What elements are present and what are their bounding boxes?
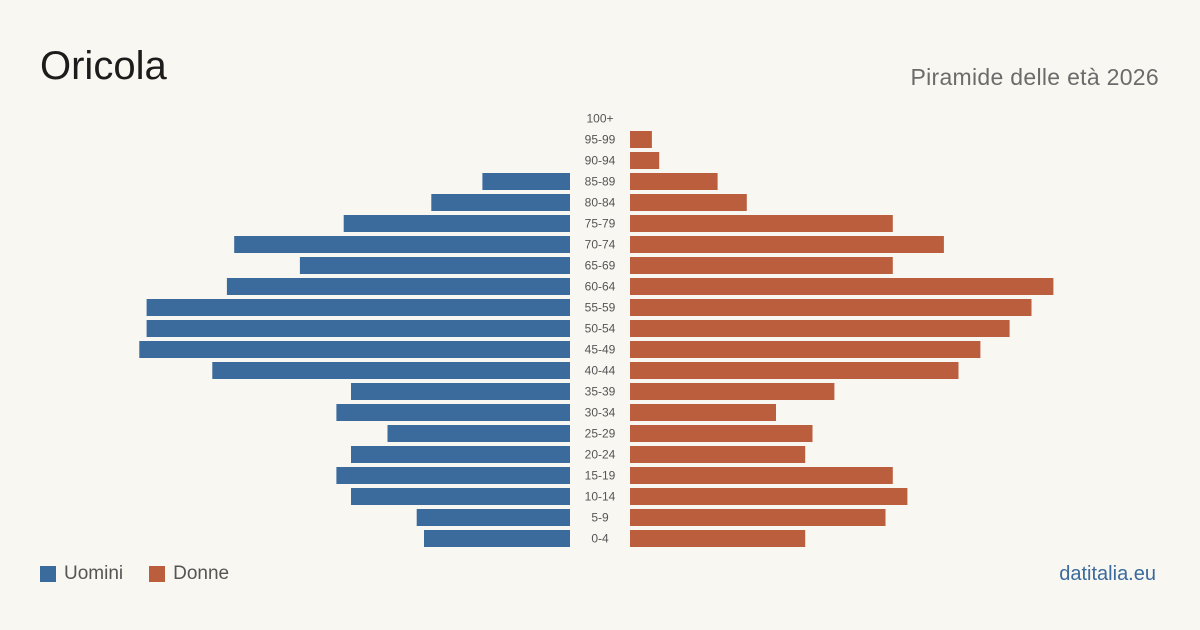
age-label-40-44: 40-44	[585, 364, 616, 378]
brand-link[interactable]: datitalia.eu	[1059, 563, 1156, 585]
bar-men-5-9	[416, 509, 570, 526]
bar-men-60-64	[226, 278, 570, 295]
age-label-70-74: 70-74	[585, 238, 616, 252]
age-label-80-84: 80-84	[585, 196, 616, 210]
legend-swatch-men	[40, 566, 56, 582]
age-label-25-29: 25-29	[585, 427, 616, 441]
chart-subtitle: Piramide delle età 2026	[910, 64, 1159, 90]
bar-women-5-9	[630, 509, 886, 526]
legend-label-women: Donne	[173, 563, 230, 584]
age-label-90-94: 90-94	[585, 154, 616, 168]
age-label-45-49: 45-49	[585, 343, 616, 357]
age-label-10-14: 10-14	[585, 490, 616, 504]
bar-women-65-69	[630, 257, 893, 274]
bar-women-35-39	[630, 383, 835, 400]
age-label-35-39: 35-39	[585, 385, 616, 399]
bar-women-90-94	[630, 152, 660, 169]
age-label-0-4: 0-4	[591, 532, 609, 546]
age-label-30-34: 30-34	[585, 406, 616, 420]
bar-men-50-54	[146, 320, 570, 337]
bar-women-15-19	[630, 467, 893, 484]
bar-men-65-69	[299, 257, 570, 274]
age-label-60-64: 60-64	[585, 280, 616, 294]
bar-men-80-84	[431, 194, 570, 211]
bar-men-15-19	[336, 467, 570, 484]
bar-men-75-79	[343, 215, 570, 232]
bar-women-55-59	[630, 299, 1032, 316]
legend-label-men: Uomini	[64, 563, 124, 584]
age-label-5-9: 5-9	[591, 511, 609, 525]
page-title: Oricola	[40, 44, 167, 88]
age-label-65-69: 65-69	[585, 259, 616, 273]
legend-item-men: Uomini	[40, 563, 123, 585]
bar-men-40-44	[212, 362, 571, 379]
bar-women-0-4	[630, 530, 806, 547]
bar-men-85-89	[482, 173, 570, 190]
bar-men-70-74	[234, 236, 570, 253]
age-label-20-24: 20-24	[585, 448, 616, 462]
bar-women-45-49	[630, 341, 981, 358]
bar-men-35-39	[351, 383, 570, 400]
age-label-50-54: 50-54	[585, 322, 616, 336]
bar-women-95-99	[630, 131, 652, 148]
age-label-15-19: 15-19	[585, 469, 616, 483]
legend-item-women: Donne	[149, 563, 229, 585]
age-label-85-89: 85-89	[585, 175, 616, 189]
bar-women-30-34	[630, 404, 776, 421]
bar-women-25-29	[630, 425, 813, 442]
bar-men-30-34	[336, 404, 570, 421]
bar-women-50-54	[630, 320, 1010, 337]
age-label-55-59: 55-59	[585, 301, 616, 315]
bar-men-45-49	[139, 341, 571, 358]
age-label-100+: 100+	[586, 112, 613, 126]
bar-men-10-14	[351, 488, 570, 505]
chart-legend: Uomini Donne	[40, 563, 255, 585]
bar-men-25-29	[387, 425, 570, 442]
age-label-75-79: 75-79	[585, 217, 616, 231]
bar-women-70-74	[630, 236, 944, 253]
bar-women-40-44	[630, 362, 959, 379]
bar-men-20-24	[351, 446, 570, 463]
bar-women-20-24	[630, 446, 806, 463]
age-label-95-99: 95-99	[585, 133, 616, 147]
bar-women-75-79	[630, 215, 893, 232]
bar-women-85-89	[630, 173, 718, 190]
bar-women-80-84	[630, 194, 747, 211]
bar-women-10-14	[630, 488, 908, 505]
bar-men-0-4	[424, 530, 570, 547]
bar-women-60-64	[630, 278, 1054, 295]
legend-swatch-women	[149, 566, 166, 582]
bar-men-55-59	[146, 299, 570, 316]
